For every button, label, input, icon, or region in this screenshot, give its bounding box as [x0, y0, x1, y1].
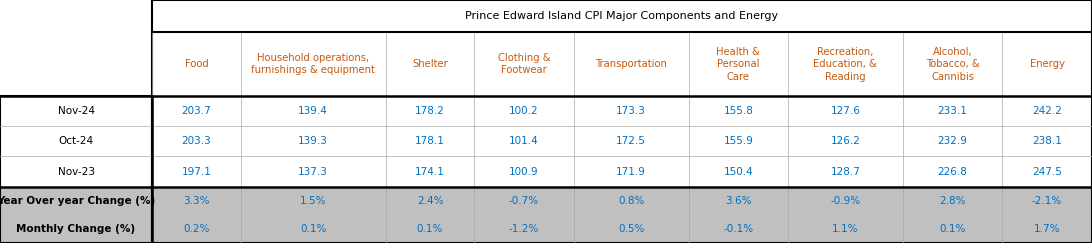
Text: Nov-24: Nov-24	[58, 106, 95, 116]
Text: -0.1%: -0.1%	[723, 224, 753, 234]
Text: 232.9: 232.9	[938, 136, 968, 147]
Text: 173.3: 173.3	[616, 106, 646, 116]
Text: Health &
Personal
Care: Health & Personal Care	[716, 47, 760, 82]
Bar	[0, 96, 152, 243]
Bar	[0, 156, 1092, 187]
Text: 171.9: 171.9	[616, 166, 646, 177]
Text: 0.5%: 0.5%	[618, 224, 644, 234]
Text: 100.2: 100.2	[509, 106, 538, 116]
Text: Year Over year Change (%): Year Over year Change (%)	[0, 196, 155, 206]
Text: -1.2%: -1.2%	[509, 224, 539, 234]
Text: -0.9%: -0.9%	[830, 196, 860, 206]
Bar	[152, 0, 1092, 243]
Text: 100.9: 100.9	[509, 166, 538, 177]
Bar	[0, 126, 1092, 156]
Text: 0.2%: 0.2%	[183, 224, 210, 234]
Text: 247.5: 247.5	[1032, 166, 1063, 177]
Text: Monthly Change (%): Monthly Change (%)	[16, 224, 135, 234]
Text: 178.1: 178.1	[415, 136, 444, 147]
Text: -0.7%: -0.7%	[509, 196, 539, 206]
Text: 126.2: 126.2	[831, 136, 860, 147]
Text: Household operations,
furnishings & equipment: Household operations, furnishings & equi…	[251, 53, 376, 75]
Text: 139.4: 139.4	[298, 106, 329, 116]
Text: 0.1%: 0.1%	[300, 224, 327, 234]
Text: 1.5%: 1.5%	[300, 196, 327, 206]
Text: 139.3: 139.3	[298, 136, 329, 147]
Text: 2.4%: 2.4%	[417, 196, 443, 206]
Bar	[152, 0, 1092, 32]
Text: 1.1%: 1.1%	[832, 224, 858, 234]
Bar	[152, 32, 1092, 96]
Text: 1.7%: 1.7%	[1034, 224, 1060, 234]
Bar	[0, 187, 1092, 215]
Text: Nov-23: Nov-23	[58, 166, 95, 177]
Text: 150.4: 150.4	[723, 166, 753, 177]
Text: Transportation: Transportation	[595, 59, 667, 69]
Text: 101.4: 101.4	[509, 136, 538, 147]
Text: 0.8%: 0.8%	[618, 196, 644, 206]
Text: 238.1: 238.1	[1032, 136, 1063, 147]
Text: 203.3: 203.3	[181, 136, 211, 147]
Text: 178.2: 178.2	[415, 106, 444, 116]
Text: 197.1: 197.1	[181, 166, 212, 177]
Text: 128.7: 128.7	[831, 166, 860, 177]
Text: Recreation,
Education, &
Reading: Recreation, Education, & Reading	[814, 47, 877, 82]
Bar	[0, 0, 152, 96]
Text: 137.3: 137.3	[298, 166, 329, 177]
Text: 226.8: 226.8	[938, 166, 968, 177]
Text: Clothing &
Footwear: Clothing & Footwear	[498, 53, 550, 75]
Text: 233.1: 233.1	[938, 106, 968, 116]
Text: 174.1: 174.1	[415, 166, 444, 177]
Text: Alcohol,
Tobacco, &
Cannibis: Alcohol, Tobacco, & Cannibis	[926, 47, 980, 82]
Text: Energy: Energy	[1030, 59, 1065, 69]
Text: 0.1%: 0.1%	[939, 224, 965, 234]
Text: Oct-24: Oct-24	[59, 136, 94, 147]
Text: Food: Food	[185, 59, 209, 69]
Text: 3.6%: 3.6%	[725, 196, 751, 206]
Bar	[0, 96, 1092, 126]
Text: 155.9: 155.9	[723, 136, 753, 147]
Text: 3.3%: 3.3%	[183, 196, 210, 206]
Text: 0.1%: 0.1%	[417, 224, 443, 234]
Text: Shelter: Shelter	[412, 59, 448, 69]
Bar	[0, 215, 1092, 243]
Text: 155.8: 155.8	[723, 106, 753, 116]
Text: Prince Edward Island CPI Major Components and Energy: Prince Edward Island CPI Major Component…	[465, 11, 779, 21]
Text: 172.5: 172.5	[616, 136, 646, 147]
Text: 2.8%: 2.8%	[939, 196, 965, 206]
Text: 127.6: 127.6	[831, 106, 860, 116]
Text: 203.7: 203.7	[181, 106, 211, 116]
Text: 242.2: 242.2	[1032, 106, 1063, 116]
Text: -2.1%: -2.1%	[1032, 196, 1063, 206]
